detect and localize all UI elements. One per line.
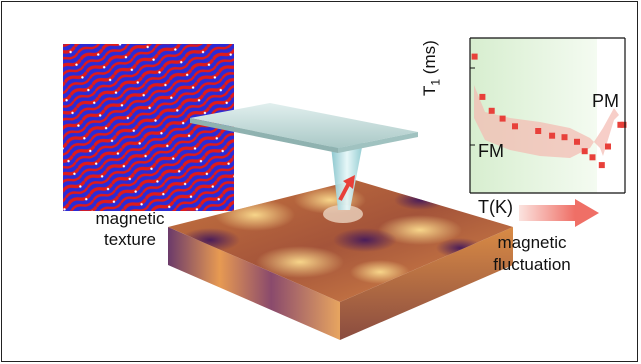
fm-label: FM — [478, 141, 504, 161]
spin-arrow-icon — [338, 175, 355, 201]
data-point-10 — [589, 154, 596, 161]
arrow-right-icon — [519, 199, 599, 227]
data-point-9 — [581, 148, 588, 155]
data-point-13 — [617, 121, 624, 128]
data-point-7 — [561, 134, 568, 141]
cantilever-icon — [190, 103, 418, 153]
data-point-6 — [549, 132, 556, 139]
y-axis-label-unit: (ms) — [420, 40, 439, 79]
x-axis-label: T(K) — [478, 197, 513, 217]
fluctuation-label-line2: fluctuation — [493, 255, 571, 274]
pm-label: PM — [592, 91, 619, 111]
data-point-1 — [479, 93, 486, 100]
data-point-2 — [488, 107, 495, 114]
data-point-12 — [605, 143, 611, 150]
y-axis-label: T1 (ms) — [420, 40, 442, 96]
fit-band — [474, 85, 619, 158]
probe-tip-icon — [323, 137, 364, 223]
data-points — [471, 53, 627, 169]
sample-slab-icon — [168, 180, 513, 340]
data-point-14 — [620, 121, 627, 128]
magnetic-texture-image — [63, 44, 234, 211]
data-point-0 — [471, 53, 478, 60]
data-point-4 — [512, 123, 518, 130]
data-point-8 — [574, 138, 580, 145]
texture-label-line1: magnetic — [95, 209, 165, 228]
data-point-5 — [535, 128, 542, 134]
t1-chart — [469, 37, 627, 194]
data-point-3 — [499, 115, 506, 122]
y-axis-label-sub: 1 — [428, 78, 443, 86]
fluctuation-label: magnetic fluctuation — [470, 232, 594, 276]
texture-label-line2: texture — [104, 230, 156, 249]
data-point-11 — [598, 162, 605, 169]
fluctuation-label-line1: magnetic — [497, 233, 567, 252]
texture-label: magnetic texture — [70, 208, 190, 250]
y-axis-label-main: T — [420, 85, 439, 96]
